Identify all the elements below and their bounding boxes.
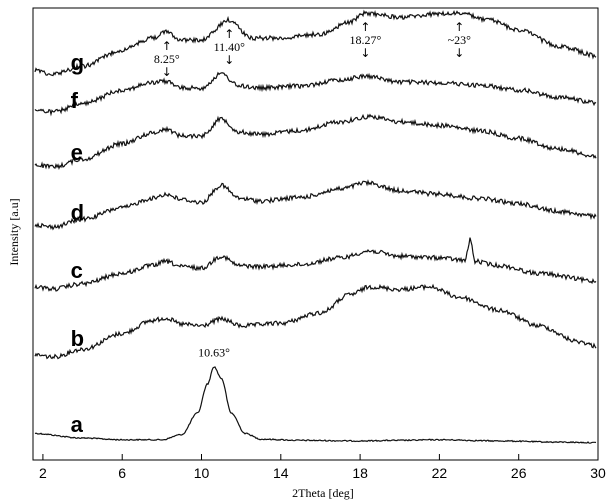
down-arrow-icon: ↓: [162, 65, 172, 79]
plot-frame: [32, 7, 599, 461]
annotations-layer: ↑8.25°↓↑11.40°↓↑18.27°↓↑~23°↓10.63°: [154, 20, 471, 360]
up-arrow-icon: ↑: [162, 39, 172, 53]
peak-label: 11.40°: [214, 40, 246, 54]
plot-border: [32, 7, 599, 461]
peak-annotation: ↑11.40°↓: [214, 27, 246, 67]
curve-labels-layer: a b c d e fg: [71, 50, 84, 437]
series-label-b: b: [71, 326, 84, 351]
x-tick-label: 30: [590, 465, 606, 481]
x-tick-label: 2: [39, 465, 47, 481]
series-line-d: [34, 179, 597, 231]
x-axis-ticks: 2 6 10 14 18 22 26 30: [39, 454, 606, 481]
peak-label: 8.25°: [154, 52, 180, 66]
y-axis-title: Intensity [a.u]: [7, 198, 21, 265]
series-label-f: f: [71, 88, 79, 113]
peak-label: 18.27°: [350, 33, 382, 47]
series-label-e: e: [71, 140, 83, 165]
series-label-a: a: [71, 412, 84, 437]
x-tick-label: 18: [352, 465, 368, 481]
series-line-c: [34, 237, 597, 292]
down-arrow-icon: ↓: [224, 53, 234, 67]
peak-label: 10.63°: [198, 346, 230, 360]
up-arrow-icon: ↑: [224, 27, 234, 41]
series-line-f: [34, 71, 597, 117]
peak-annotation: 10.63°: [198, 346, 230, 360]
up-arrow-icon: ↑: [454, 20, 464, 34]
up-arrow-icon: ↑: [360, 20, 370, 34]
series-line-e: [34, 113, 597, 171]
series-line-b: [34, 283, 597, 360]
x-tick-label: 22: [432, 465, 448, 481]
peak-annotation: ↑18.27°↓: [350, 20, 382, 60]
series-line-a: [34, 366, 597, 444]
peak-label: ~23°: [448, 33, 471, 47]
x-tick-label: 10: [194, 465, 210, 481]
x-axis-title: 2Theta [deg]: [292, 486, 354, 500]
series-label-g: g: [71, 50, 84, 75]
x-tick-label: 6: [118, 465, 126, 481]
peak-annotation: ↑~23°↓: [448, 20, 471, 60]
series-line-g: [34, 9, 597, 77]
peak-annotation: ↑8.25°↓: [154, 39, 180, 79]
down-arrow-icon: ↓: [454, 46, 464, 60]
series-label-c: c: [71, 258, 83, 283]
down-arrow-icon: ↓: [360, 46, 370, 60]
x-tick-label: 26: [511, 465, 527, 481]
curves-layer: [34, 9, 597, 444]
x-tick-label: 14: [273, 465, 289, 481]
series-label-d: d: [71, 200, 84, 225]
